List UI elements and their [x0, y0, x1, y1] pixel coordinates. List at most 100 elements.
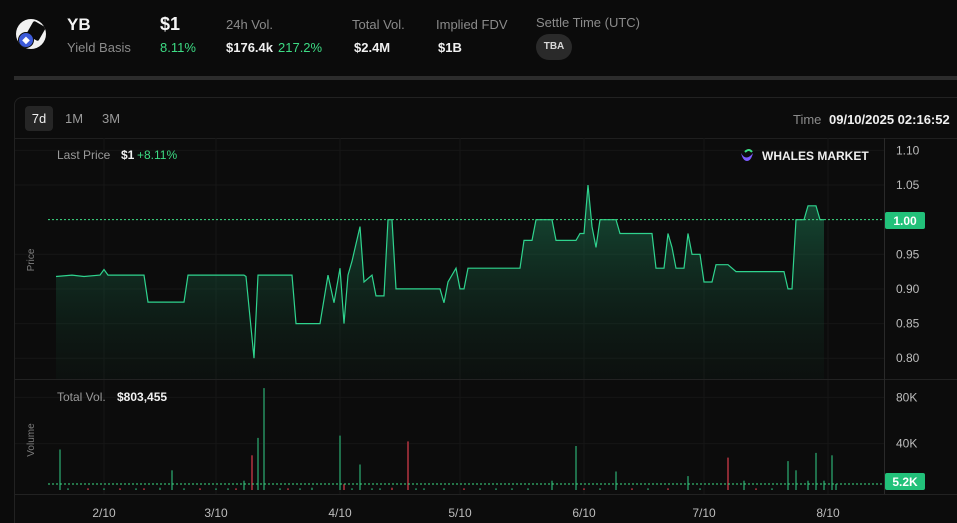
token-name: Yield Basis [67, 40, 131, 55]
x-tick-label: 4/10 [328, 506, 352, 520]
ethereum-icon: ◆ [18, 32, 34, 48]
volume-bar [87, 488, 89, 490]
volume-bar [371, 488, 373, 490]
price-axis-label: Price [26, 248, 37, 271]
time-value: 09/10/2025 02:16:52 [829, 112, 950, 127]
volume-bar [351, 488, 353, 490]
volume-bar [815, 452, 817, 490]
volume-bar [215, 488, 217, 490]
volume-bar [831, 455, 833, 490]
total-vol-value: $2.4M [354, 40, 391, 55]
volume-bar [227, 488, 229, 490]
volume-bar [443, 488, 445, 490]
volume-bar [183, 488, 185, 490]
timeframe-7d-button[interactable]: 7d [25, 106, 53, 131]
total-vol-legend-value: $803,455 [117, 390, 167, 404]
chart-toolbar: 7d 1M 3M Time 09/10/2025 02:16:52 [15, 98, 957, 139]
price-tick-label: 0.80 [896, 351, 920, 365]
settle-time-label: Settle Time (UTC) [536, 15, 641, 30]
volume-bar [287, 488, 289, 490]
volume-bar [135, 488, 137, 490]
volume-bar [103, 488, 105, 490]
volume-bar [551, 480, 553, 490]
settle-time-badge: TBA [536, 34, 572, 60]
volume-axis-label: Volume [26, 423, 37, 457]
total-vol-label: Total Vol. [352, 17, 405, 32]
volume-bar [743, 480, 745, 490]
volume-bar [479, 488, 481, 490]
volume-bar [647, 488, 649, 490]
x-tick-label: 7/10 [692, 506, 716, 520]
volume-bar [415, 488, 417, 490]
volume-bar [343, 484, 345, 490]
volume-bar [407, 441, 409, 490]
volume-bar [599, 488, 601, 490]
volume-bar [687, 476, 689, 490]
fdv-value: $1B [438, 40, 462, 55]
volume-bar [171, 470, 173, 490]
vol24-value: $176.4k [226, 40, 273, 55]
volume-bar [299, 488, 301, 490]
volume-bar [463, 488, 465, 490]
last-volume-tag-label: 5.2K [892, 475, 918, 489]
volume-bar [279, 488, 281, 490]
price-tick-label: 1.10 [896, 143, 920, 157]
vol24-label: 24h Vol. [226, 17, 273, 32]
timeframe-1m-button[interactable]: 1M [64, 111, 84, 126]
volume-bar [511, 488, 513, 490]
volume-bar [699, 488, 701, 490]
token-price: $1 [160, 14, 181, 34]
volume-bar [615, 471, 617, 490]
volume-bar [119, 488, 121, 490]
price-tick-label: 1.05 [896, 178, 920, 192]
volume-bar [823, 480, 825, 490]
last-price-tag-label: 1.00 [893, 214, 917, 228]
time-label: Time [793, 112, 822, 127]
volume-bar [495, 488, 497, 490]
volume-tick-label: 80K [896, 390, 917, 404]
x-tick-label: 5/10 [448, 506, 472, 520]
total-vol-legend-label: Total Vol. [57, 390, 106, 404]
volume-bar [199, 488, 201, 490]
price-tick-label: 0.95 [896, 247, 920, 261]
last-price-legend-change: +8.11% [137, 148, 177, 162]
header-divider [14, 76, 957, 80]
whales-market-watermark: WHALES MARKET [762, 149, 869, 163]
volume-bar [527, 488, 529, 490]
price-tick-label: 0.85 [896, 317, 920, 331]
volume-bar [257, 437, 259, 490]
yield-basis-logo-icon: ◆ [16, 19, 46, 49]
volume-bar [667, 488, 669, 490]
volume-bar [787, 461, 789, 490]
volume-bar [379, 488, 381, 490]
x-tick-label: 2/10 [92, 506, 116, 520]
volume-bar [311, 487, 313, 490]
volume-bar [143, 488, 145, 490]
timeframe-3m-button[interactable]: 3M [101, 111, 121, 126]
price-tick-label: 0.90 [896, 282, 920, 296]
volume-bar [339, 435, 341, 490]
whales-market-logo-icon [741, 149, 753, 161]
volume-bar [795, 470, 797, 490]
last-volume-tag [885, 473, 925, 490]
vol24-change: 217.2% [278, 40, 323, 55]
market-header: ◆ YB Yield Basis $1 8.11% 24h Vol. $176.… [0, 0, 957, 78]
last-price-tag [885, 212, 925, 229]
volume-bar [423, 488, 425, 490]
volume-bar [263, 388, 265, 490]
volume-bar [631, 488, 633, 490]
x-tick-label: 6/10 [572, 506, 596, 520]
volume-bar [67, 488, 69, 490]
volume-bars [59, 388, 837, 490]
fdv-label: Implied FDV [436, 17, 508, 32]
x-tick-label: 8/10 [816, 506, 840, 520]
volume-bar [575, 446, 577, 490]
last-price-legend-value: $1 [121, 148, 135, 162]
volume-bar [251, 455, 253, 490]
last-price-legend-label: Last Price [57, 148, 111, 162]
volume-bar [727, 457, 729, 490]
volume-bar [359, 464, 361, 490]
price-change: 8.11% [160, 40, 196, 55]
volume-bar [235, 488, 237, 490]
